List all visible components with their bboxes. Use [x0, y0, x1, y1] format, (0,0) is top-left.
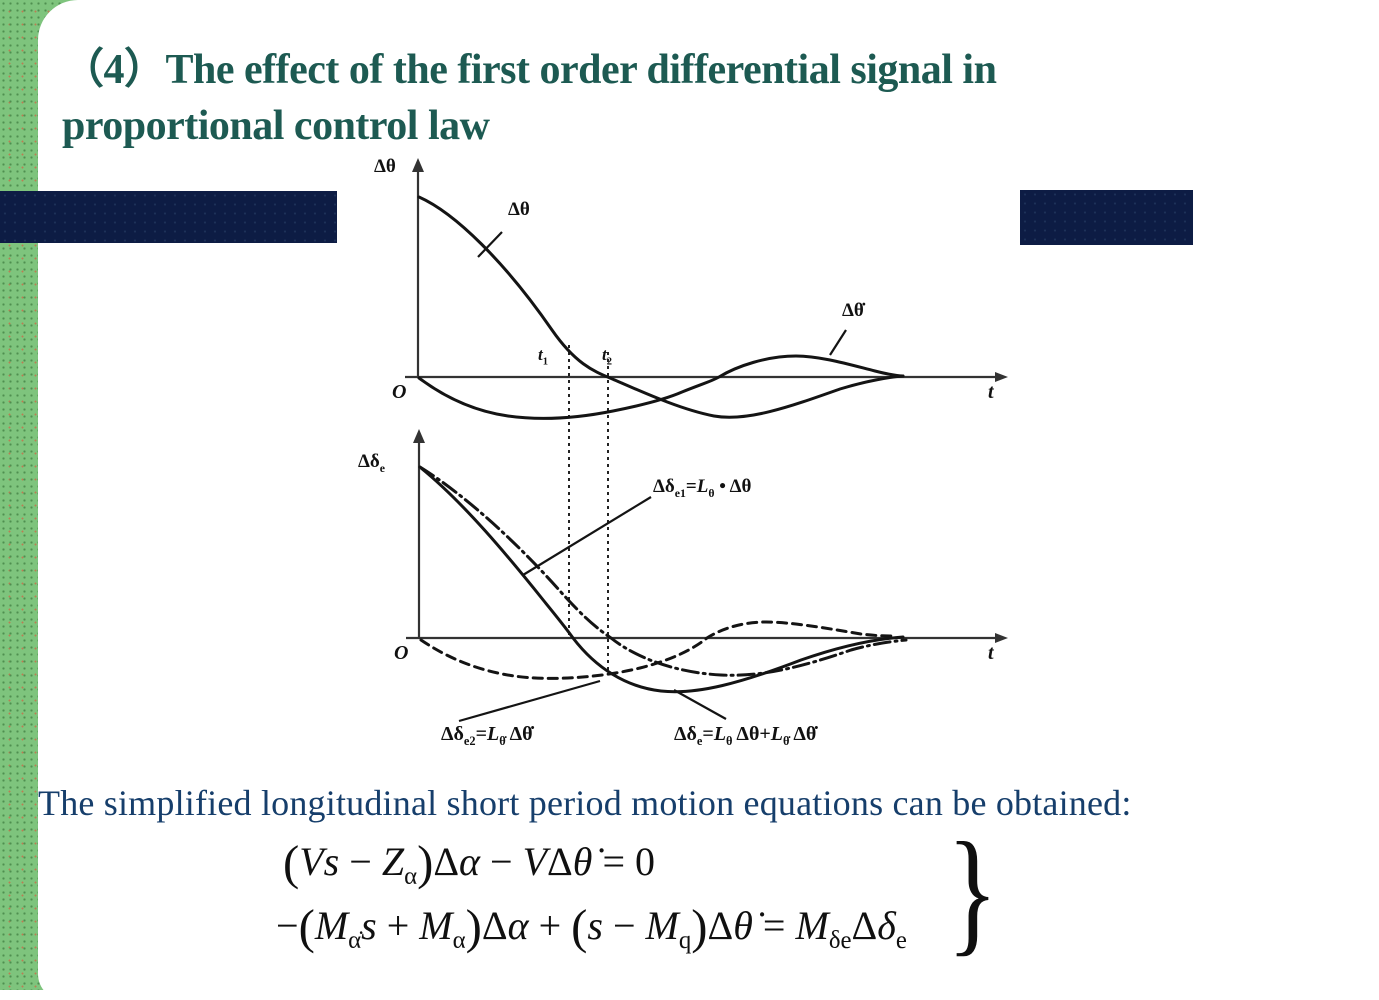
t2-label: t2 [602, 345, 612, 368]
equations-brace: } [947, 813, 998, 969]
upper-theta-curve-label: Δθ [508, 199, 530, 220]
equation-line-1: (Vs − Zα)Δα − VΔθ̇ = 0 [283, 836, 655, 891]
upper-x-axis-label: t [988, 381, 994, 403]
upper-y-axis-label: Δθ [374, 156, 396, 177]
lower-origin-label: O [394, 642, 409, 664]
upper-thetadot-curve-label: Δθ̇ [842, 300, 864, 321]
lower-theta-term-label: Δδe1=Lθ • Δθ [653, 476, 752, 500]
title-line-2: proportional control law [62, 103, 490, 149]
lower-thetadot-term-label: Δδe2=Lθ̇ Δθ̇ [441, 723, 533, 748]
navy-bar-left [0, 191, 337, 243]
slide-title: （4）The effect of the first order differe… [62, 42, 1332, 154]
lower-x-axis-label: t [988, 642, 994, 664]
navy-bar-right [1020, 190, 1193, 245]
upper-origin-label: O [392, 381, 407, 403]
lower-y-axis-label: Δδe [358, 451, 386, 475]
title-line-1: （4）The effect of the first order differe… [62, 47, 997, 93]
caption-text: The simplified longitudinal short period… [38, 783, 1132, 823]
equation-line-2: −(Mα̇s + Mα)Δα + (s − Mq)Δθ̇ = MδeΔδe [276, 900, 907, 955]
lower-sum-label: Δδe=Lθ Δθ+Lθ̇ Δθ̇ [674, 723, 817, 748]
t1-label: t1 [538, 345, 548, 368]
